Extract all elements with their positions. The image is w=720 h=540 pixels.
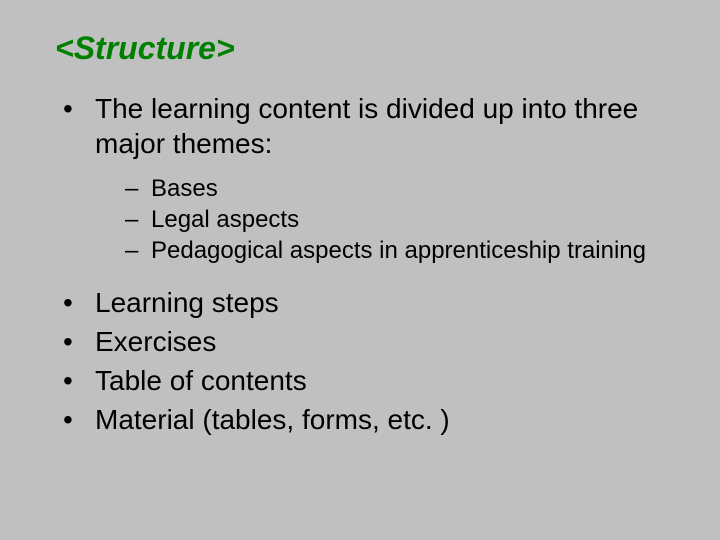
main-bullet-list: The learning content is divided up into … xyxy=(55,91,670,161)
sub-item: Pedagogical aspects in apprenticeship tr… xyxy=(125,235,670,266)
list-item: Material (tables, forms, etc. ) xyxy=(55,402,670,437)
intro-bullet: The learning content is divided up into … xyxy=(55,91,670,161)
list-item: Learning steps xyxy=(55,285,670,320)
sub-item: Bases xyxy=(125,173,670,204)
sub-bullet-list: Bases Legal aspects Pedagogical aspects … xyxy=(55,173,670,267)
list-item: Table of contents xyxy=(55,363,670,398)
secondary-bullet-list: Learning steps Exercises Table of conten… xyxy=(55,285,670,437)
list-item: Exercises xyxy=(55,324,670,359)
sub-item: Legal aspects xyxy=(125,204,670,235)
slide-title: <Structure> xyxy=(55,30,670,67)
